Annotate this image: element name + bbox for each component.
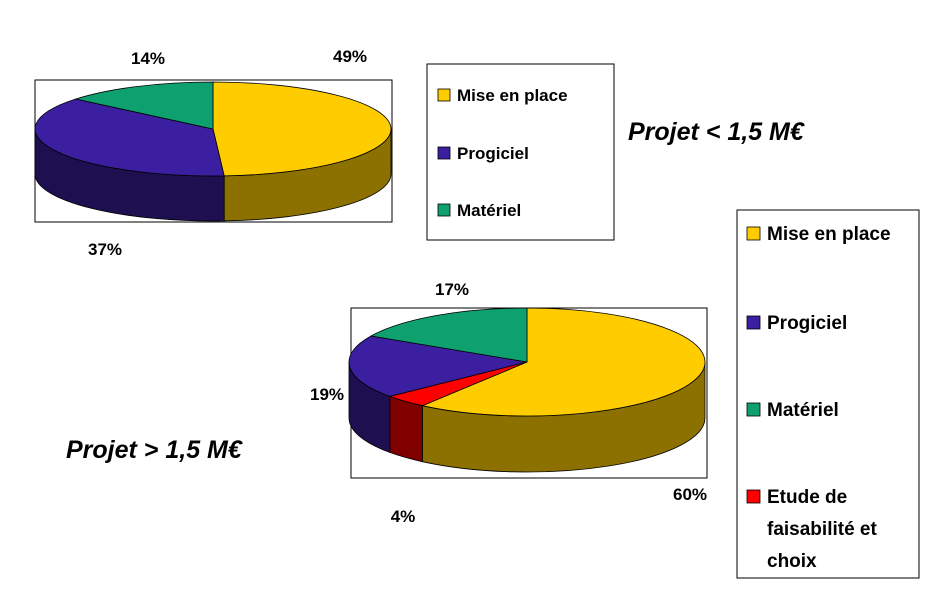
chart1-pie	[34, 81, 392, 222]
chart2-slice-materiel	[369, 307, 528, 363]
chart2-label-progiciel: 19%	[310, 385, 344, 404]
chart2-legend-swatch-mise-en-place	[746, 226, 761, 241]
chart2-slice-progiciel	[348, 335, 528, 397]
chart1-slice-mise-en-place	[212, 81, 392, 177]
chart1-slice-progiciel	[34, 98, 225, 177]
chart1-label-mise-en-place: 49%	[333, 47, 367, 66]
chart1-legend-item-materiel: Matériel	[457, 201, 521, 220]
chart1-legend-swatch-materiel	[437, 203, 451, 217]
chart2-side-etude-de-faisabilite-et-choix	[389, 395, 423, 463]
chart1-label-progiciel: 37%	[88, 240, 122, 259]
chart2-label-mise-en-place: 60%	[673, 485, 707, 504]
chart1-caption: Projet < 1,5 M€	[628, 118, 805, 146]
chart2-legend-item-progiciel: Progiciel	[767, 313, 847, 334]
chart2-slice-mise-en-place	[421, 307, 706, 417]
chart1-legend	[426, 63, 615, 241]
chart2-legend-swatch-progiciel	[746, 315, 761, 330]
chart2-label-materiel: 17%	[435, 280, 469, 299]
chart2-legend	[736, 209, 920, 579]
chart1-legend-swatch-progiciel	[437, 146, 451, 160]
chart2-legend-item-mise-en-place: Mise en place	[767, 224, 891, 245]
chart2-legend-item-etude: Etude de faisabilité et choix	[767, 487, 882, 572]
chart1-legend-swatch-mise-en-place	[437, 88, 451, 102]
chart2-pie	[348, 307, 706, 473]
chart1-legend-item-mise-en-place: Mise en place	[457, 86, 568, 105]
chart1-label-materiel: 14%	[131, 49, 165, 68]
chart2-legend-swatch-materiel	[746, 402, 761, 417]
chart1-slice-materiel	[74, 81, 214, 130]
chart2-legend-item-materiel: Matériel	[767, 400, 839, 421]
chart1-legend-item-progiciel: Progiciel	[457, 144, 529, 163]
chart2-legend-swatch-etude	[746, 489, 761, 504]
chart2-label-etude: 4%	[391, 507, 416, 526]
chart2-caption: Projet > 1,5 M€	[66, 436, 243, 464]
